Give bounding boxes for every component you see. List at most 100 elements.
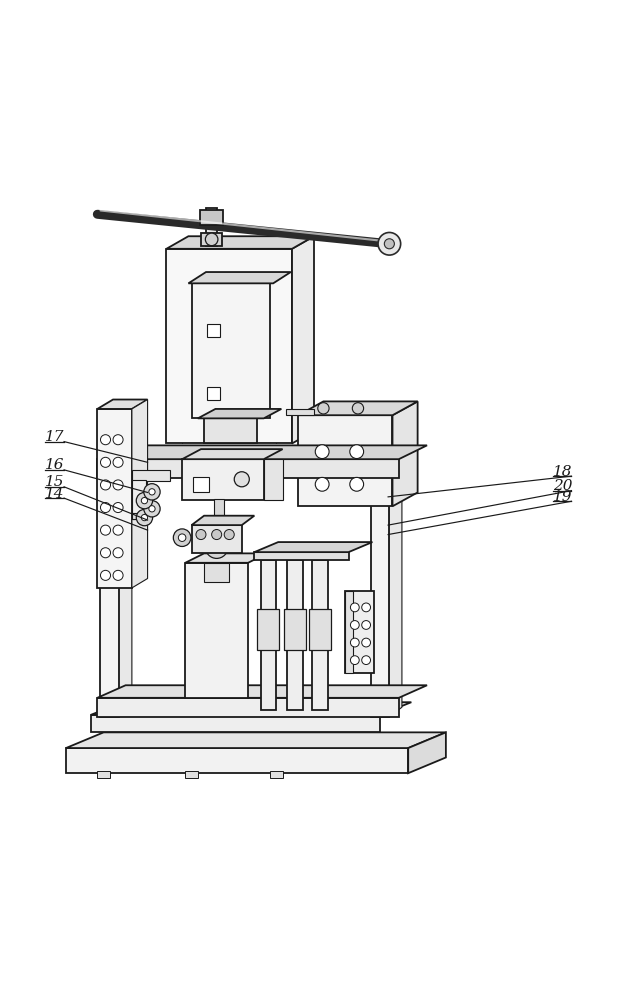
Bar — [200, 210, 223, 225]
Circle shape — [224, 530, 234, 540]
Circle shape — [350, 656, 359, 665]
Circle shape — [113, 570, 123, 580]
Polygon shape — [298, 401, 418, 415]
Bar — [192, 525, 242, 553]
Bar — [201, 233, 222, 246]
Polygon shape — [66, 732, 446, 748]
Bar — [192, 283, 270, 418]
Circle shape — [136, 509, 153, 526]
Circle shape — [100, 525, 111, 535]
Circle shape — [212, 530, 222, 540]
Polygon shape — [97, 400, 148, 409]
Circle shape — [100, 548, 111, 558]
Bar — [132, 480, 146, 519]
Polygon shape — [389, 459, 402, 717]
Circle shape — [318, 403, 329, 414]
Bar — [97, 461, 122, 469]
Circle shape — [196, 530, 206, 540]
Polygon shape — [254, 542, 372, 552]
Bar — [132, 513, 146, 519]
Circle shape — [149, 489, 155, 495]
Polygon shape — [166, 236, 314, 249]
Circle shape — [362, 621, 371, 629]
Circle shape — [384, 239, 394, 249]
Circle shape — [173, 529, 191, 546]
Polygon shape — [292, 236, 314, 443]
Bar — [286, 409, 314, 415]
Circle shape — [205, 536, 228, 558]
Circle shape — [113, 548, 123, 558]
Circle shape — [315, 445, 329, 459]
Polygon shape — [97, 685, 427, 698]
Polygon shape — [408, 732, 446, 773]
Circle shape — [100, 435, 111, 445]
Circle shape — [144, 501, 160, 517]
Circle shape — [178, 534, 186, 541]
Text: 20: 20 — [553, 479, 572, 493]
Circle shape — [113, 525, 123, 535]
Polygon shape — [392, 401, 418, 506]
Circle shape — [350, 638, 359, 647]
Circle shape — [378, 232, 401, 255]
Polygon shape — [97, 445, 427, 459]
Bar — [207, 324, 220, 337]
Bar — [345, 591, 374, 673]
Circle shape — [113, 503, 123, 513]
Bar — [106, 539, 113, 702]
Polygon shape — [185, 553, 267, 563]
Polygon shape — [198, 409, 281, 418]
Bar — [185, 563, 248, 698]
Bar — [345, 591, 353, 673]
Circle shape — [350, 603, 359, 612]
Circle shape — [141, 514, 148, 521]
Polygon shape — [188, 272, 291, 283]
Circle shape — [136, 492, 153, 509]
Bar — [254, 552, 349, 560]
Bar — [185, 771, 198, 778]
Circle shape — [149, 506, 155, 512]
Text: 19: 19 — [553, 490, 572, 504]
Bar — [97, 459, 399, 478]
Bar — [100, 469, 119, 717]
Circle shape — [144, 484, 160, 500]
Circle shape — [352, 403, 364, 414]
Bar — [204, 563, 229, 582]
Circle shape — [113, 480, 123, 490]
Circle shape — [113, 435, 123, 445]
Bar — [264, 459, 283, 500]
Polygon shape — [132, 400, 148, 588]
Bar — [270, 771, 283, 778]
Bar — [166, 249, 292, 443]
Bar — [261, 560, 276, 710]
Bar — [97, 771, 110, 778]
Bar — [287, 560, 303, 710]
Bar — [206, 208, 217, 246]
Circle shape — [100, 480, 111, 490]
Polygon shape — [182, 449, 283, 459]
Polygon shape — [119, 459, 132, 717]
Circle shape — [362, 603, 371, 612]
Circle shape — [315, 477, 329, 491]
Bar — [211, 549, 226, 557]
Circle shape — [100, 503, 111, 513]
Bar — [257, 609, 279, 650]
Bar — [97, 698, 399, 717]
Text: 16: 16 — [45, 458, 65, 472]
Bar — [66, 748, 408, 773]
Circle shape — [234, 472, 249, 487]
Bar — [193, 477, 209, 492]
Bar — [204, 418, 257, 443]
Text: 18: 18 — [553, 465, 572, 479]
Bar — [207, 387, 220, 400]
Bar — [182, 459, 264, 500]
Text: 15: 15 — [45, 475, 65, 489]
Bar — [312, 560, 328, 710]
Bar — [309, 609, 331, 650]
Circle shape — [100, 570, 111, 580]
Bar — [216, 553, 221, 594]
Text: 17: 17 — [45, 430, 65, 444]
Circle shape — [350, 445, 364, 459]
Bar — [284, 609, 306, 650]
Polygon shape — [91, 702, 411, 715]
Bar — [367, 461, 392, 469]
